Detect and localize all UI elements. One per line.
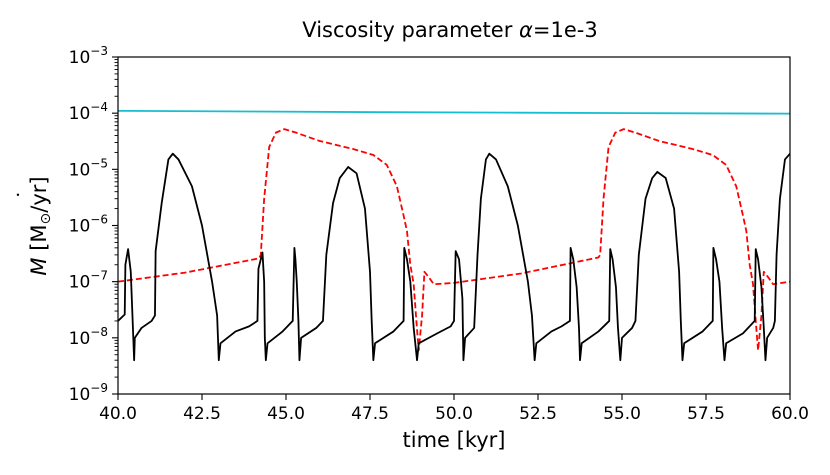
x-tick-label: 50.0 <box>435 404 473 424</box>
y-tick-label: 10−5 <box>69 156 108 180</box>
series-line-cyan <box>118 109 790 115</box>
y-axis-ticks: 10−9 10−8 10−7 10−6 10−5 10−4 10−3 <box>69 44 118 405</box>
x-tick-label: 47.5 <box>351 404 389 424</box>
y-tick-label: 10−9 <box>69 381 108 405</box>
series-line-red-dashed <box>118 128 790 352</box>
x-tick-label: 42.5 <box>183 404 221 424</box>
x-tick-label: 40.0 <box>99 404 137 424</box>
x-tick-label: 52.5 <box>519 404 557 424</box>
x-tick-label: 60.0 <box>771 404 809 424</box>
x-axis-ticks: 40.0 42.5 45.0 47.5 50.0 52.5 55.0 57.5 60.0 <box>99 394 809 424</box>
y-axis-label-unit: /yr] <box>27 176 51 212</box>
y-tick-label: 10−6 <box>69 213 108 237</box>
y-tick-label: 10−3 <box>69 44 108 68</box>
series-layer <box>118 109 790 362</box>
chart-title: Viscosity parameter α=1e-3 <box>302 18 597 42</box>
chart-title-prefix: Viscosity parameter <box>302 18 519 42</box>
x-tick-label: 55.0 <box>603 404 641 424</box>
chart-title-suffix: =1e-3 <box>533 18 598 42</box>
x-tick-label: 57.5 <box>687 404 725 424</box>
y-tick-label: 10−4 <box>69 100 108 124</box>
y-tick-label: 10−8 <box>69 325 108 349</box>
series-line-black <box>118 152 790 362</box>
y-axis-label-m: M <box>27 257 51 275</box>
chart-title-symbol: α <box>519 18 533 42</box>
y-axis-label-open: [M <box>27 224 51 257</box>
y-axis-label: M [M⊙/yr] <box>27 176 54 275</box>
y-axis-label-dot: ˙ <box>14 190 38 201</box>
x-tick-label: 45.0 <box>267 404 305 424</box>
x-axis-label: time [kyr] <box>403 428 506 452</box>
y-tick-label: 10−7 <box>69 269 108 293</box>
y-axis-label-sun: ⊙ <box>38 213 54 225</box>
plot-area <box>117 56 791 395</box>
